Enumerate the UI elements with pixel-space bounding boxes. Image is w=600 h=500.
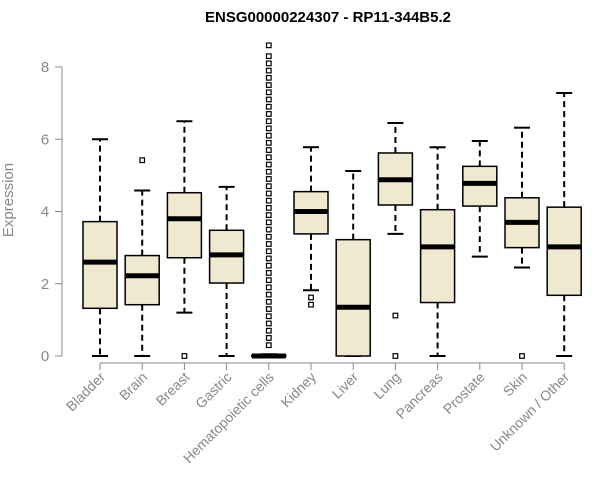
outlier-point (265, 154, 272, 161)
outlier-point (265, 60, 272, 67)
outlier-point (265, 89, 272, 96)
outlier-point (265, 74, 272, 81)
y-tick-label: 0 (41, 348, 49, 365)
box-kidney (293, 146, 329, 308)
box-hematopoietic-cells (251, 42, 287, 359)
outlier-point (265, 233, 272, 240)
box (82, 220, 118, 310)
outlier-point (265, 306, 272, 312)
outlier-point (265, 204, 272, 211)
y-tick-label: 4 (41, 204, 49, 221)
box-gastric (208, 185, 245, 357)
outlier-point (265, 342, 272, 349)
outlier-point (265, 82, 272, 88)
chart-title: ENSG00000224307 - RP11-344B5.2 (205, 9, 451, 26)
outlier-point (265, 183, 272, 190)
outlier-point (265, 212, 272, 219)
axes: 0 2 4 6 8 (41, 59, 565, 365)
box-lung (377, 121, 414, 359)
x-tick-label: Lung (370, 369, 403, 402)
outlier-point (181, 353, 188, 359)
outlier-point (265, 255, 272, 262)
box-breast (166, 120, 203, 359)
outlier-point (265, 103, 272, 110)
x-tick-label: Prostate (440, 369, 488, 417)
x-tick-label: Bladder (63, 369, 109, 415)
outlier-point (265, 161, 272, 168)
outlier-point (265, 270, 272, 276)
outlier-point (265, 125, 272, 132)
box-prostate (462, 140, 498, 258)
outlier-point (265, 53, 272, 60)
box-brain (124, 157, 160, 357)
outlier-point (265, 335, 272, 341)
outlier-point (265, 147, 272, 153)
outlier-point (265, 277, 272, 284)
box (419, 208, 456, 304)
outlier-point (265, 320, 272, 327)
outlier-point (265, 226, 272, 233)
outlier-point (265, 313, 272, 320)
x-tick-label: Pancreas (393, 369, 446, 422)
outlier-point (265, 298, 272, 305)
y-tick-label: 6 (41, 131, 49, 148)
box (546, 206, 582, 297)
x-tick-label: Liver (329, 369, 362, 402)
x-tick-label: Skin (500, 369, 531, 400)
outlier-point (519, 353, 525, 359)
outlier-point (308, 301, 314, 308)
outlier-point (265, 327, 272, 334)
outlier-point (265, 248, 272, 255)
outlier-point (265, 241, 272, 247)
outlier-point (265, 197, 272, 204)
x-tick-label: Kidney (278, 369, 320, 411)
outlier-point (265, 168, 272, 175)
x-tick-label: Brain (116, 369, 150, 403)
box-unknown-other (546, 92, 582, 357)
box-liver (335, 170, 371, 357)
y-tick-label: 2 (41, 276, 49, 293)
box-bladder (82, 138, 118, 357)
box (166, 191, 203, 259)
boxes (82, 42, 582, 359)
outlier-point (265, 190, 272, 197)
outlier-point (265, 291, 272, 298)
box (462, 165, 498, 207)
box-pancreas (419, 146, 456, 357)
outlier-point (265, 67, 272, 74)
outlier-point (265, 176, 272, 182)
outlier-point (265, 42, 272, 49)
outlier-point (265, 262, 272, 269)
box-skin (504, 126, 540, 359)
box (335, 238, 371, 357)
y-axis-label: Expression (0, 163, 17, 237)
x-tick-label: Breast (153, 369, 193, 409)
x-tick-label: Unknown / Other (487, 369, 573, 455)
outlier-point (265, 284, 272, 291)
outlier-point (139, 157, 146, 164)
y-tick-label: 8 (41, 59, 49, 76)
outlier-point (392, 312, 399, 319)
outlier-point (265, 96, 272, 103)
outlier-point (265, 118, 272, 125)
outlier-point (308, 294, 314, 301)
outlier-point (265, 132, 272, 139)
outlier-point (392, 353, 399, 359)
box (124, 254, 160, 306)
outlier-point (265, 219, 272, 226)
outlier-point (265, 111, 272, 117)
outlier-point (265, 139, 272, 146)
